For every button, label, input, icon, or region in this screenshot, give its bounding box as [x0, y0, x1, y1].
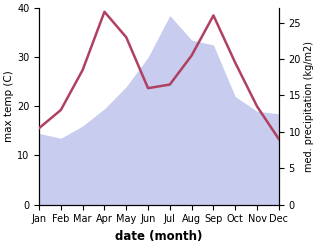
- X-axis label: date (month): date (month): [115, 230, 203, 243]
- Y-axis label: med. precipitation (kg/m2): med. precipitation (kg/m2): [304, 41, 314, 172]
- Y-axis label: max temp (C): max temp (C): [4, 70, 14, 142]
